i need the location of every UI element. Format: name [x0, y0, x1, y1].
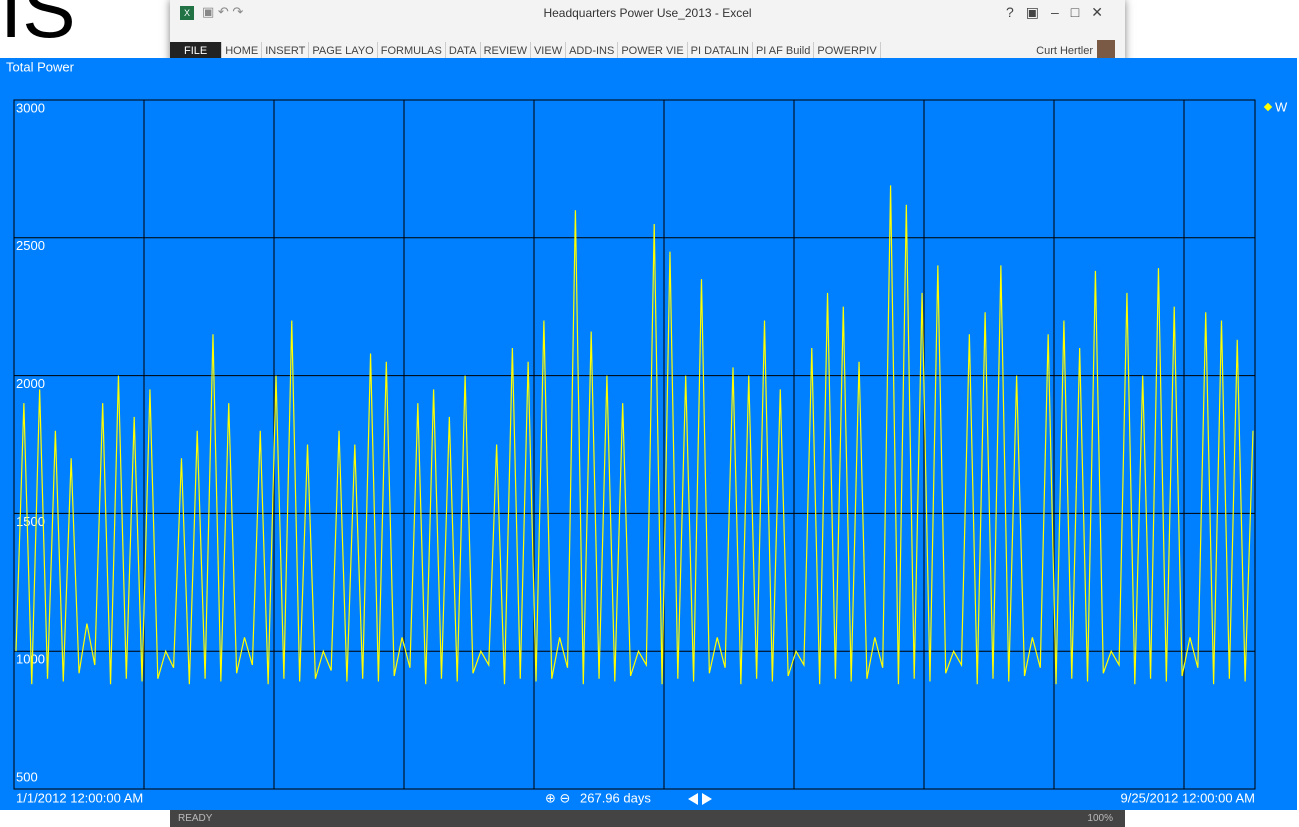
plot-border	[13, 99, 1256, 790]
ribbon-tab[interactable]: PAGE LAYO	[309, 42, 378, 62]
nav-left[interactable]	[688, 793, 698, 805]
ribbon-tab[interactable]: FORMULAS	[378, 42, 446, 62]
window-controls[interactable]: ?▣–□✕	[1006, 4, 1115, 20]
excel-window: X ▣ ↶ ↷ Headquarters Power Use_2013 - Exc…	[170, 0, 1125, 64]
avatar[interactable]	[1097, 40, 1115, 58]
y-tick-label: 2000	[16, 376, 45, 391]
zoom-level: 100%	[1087, 813, 1113, 824]
user-name[interactable]: Curt Hertler	[1036, 45, 1093, 57]
y-tick-label: 1500	[16, 514, 45, 529]
ribbon-tab[interactable]: PI DATALIN	[688, 42, 753, 62]
ribbon-tab[interactable]: DATA	[446, 42, 481, 62]
ribbon-tab[interactable]: HOME	[222, 42, 263, 62]
status-text: READY	[178, 813, 213, 824]
chart-panel: Total Power 500 1000 1500 2000 2500 3000 W 1/1/…	[0, 58, 1297, 810]
time-span: 267.96 days	[580, 790, 651, 805]
ribbon-tab[interactable]: VIEW	[531, 42, 567, 62]
background-text: IS	[0, 0, 76, 54]
nav-right[interactable]	[702, 793, 712, 805]
legend-label: W	[1275, 99, 1288, 114]
quick-access: X ▣ ↶ ↷	[180, 4, 243, 20]
zoom-icons: ⊕ ⊖	[545, 790, 570, 805]
ribbon-tab[interactable]: POWERPIV	[814, 42, 881, 62]
series-line	[15, 185, 1254, 685]
ribbon-tab[interactable]: INSERT	[262, 42, 310, 62]
chart-title: Total Power	[6, 59, 75, 74]
x-end-label: 9/25/2012 12:00:00 AM	[1121, 790, 1255, 805]
ribbon-tab[interactable]: POWER VIE	[618, 42, 688, 62]
ribbon-tabs: FILE HOME INSERT PAGE LAYO FORMULAS DATA REVIE…	[170, 42, 881, 62]
status-bar: READY 100%	[170, 810, 1125, 827]
y-tick-label: 3000	[16, 100, 45, 115]
ribbon-tab[interactable]: REVIEW	[481, 42, 531, 62]
x-start-label: 1/1/2012 12:00:00 AM	[16, 790, 143, 805]
y-tick-label: 2500	[16, 238, 45, 253]
window-title: Headquarters Power Use_2013 - Excel	[543, 6, 752, 20]
legend-marker	[1263, 102, 1273, 112]
ribbon-tab[interactable]: FILE	[170, 42, 223, 62]
ribbon-tab[interactable]: ADD-INS	[566, 42, 619, 62]
ribbon-tab[interactable]: PI AF Build	[753, 42, 815, 62]
y-tick-label: 500	[16, 769, 38, 784]
